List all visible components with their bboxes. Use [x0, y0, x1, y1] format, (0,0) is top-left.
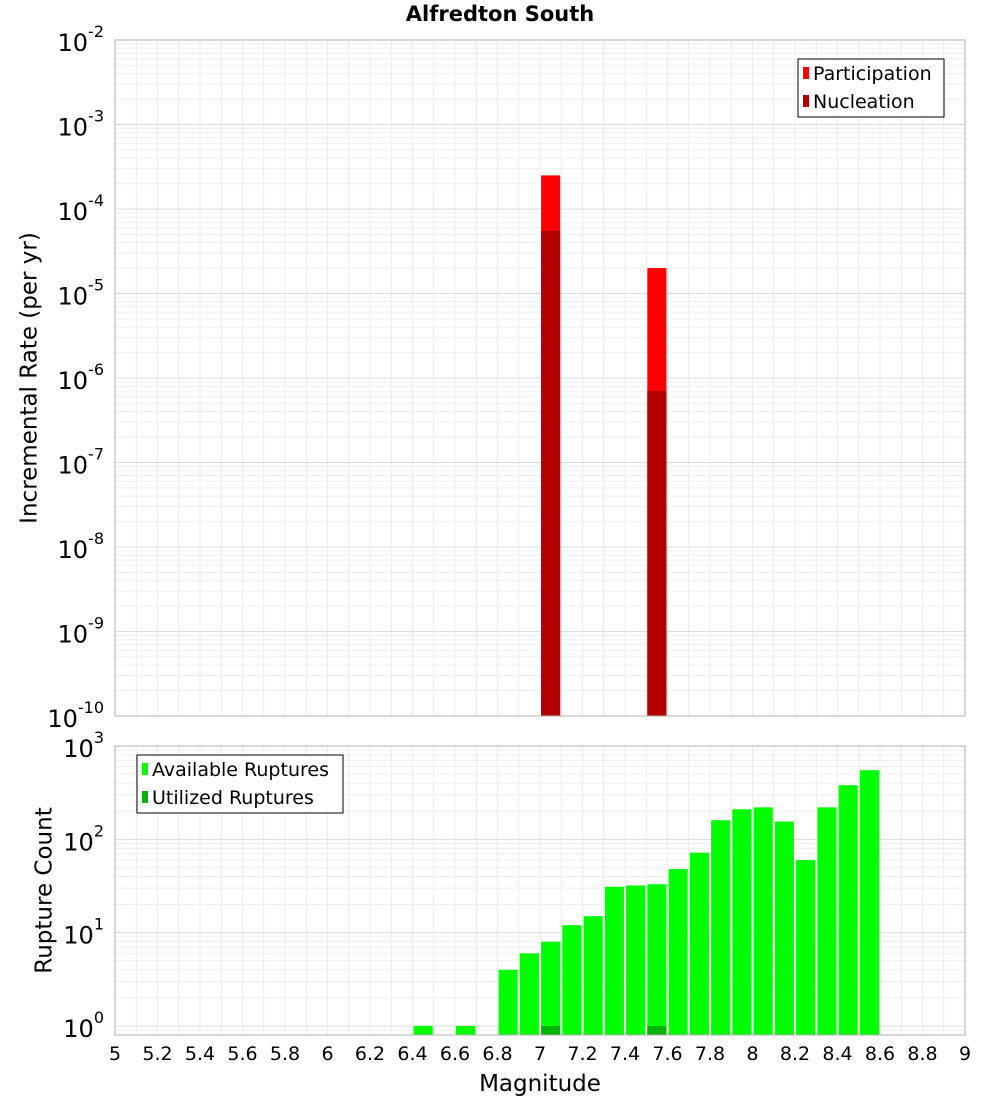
legend-swatch — [803, 95, 809, 107]
x-tick-label: 8 — [746, 1043, 758, 1065]
bar — [541, 941, 561, 1035]
bar — [498, 969, 518, 1035]
y-tick-exponent: -3 — [88, 107, 104, 126]
x-tick-label: 5 — [109, 1043, 121, 1065]
y-axis-label: Incremental Rate (per yr) — [17, 232, 43, 524]
bar — [859, 770, 879, 1035]
x-tick-label: 5.8 — [270, 1043, 300, 1065]
bar — [562, 925, 582, 1035]
y-tick-exponent: -9 — [88, 614, 104, 633]
x-tick-label: 5.2 — [142, 1043, 172, 1065]
legend-label: Available Ruptures — [152, 759, 329, 781]
y-tick-exponent: 0 — [94, 1008, 104, 1027]
y-tick-label: 10-2 — [58, 22, 105, 57]
bar — [711, 820, 731, 1035]
x-tick-label: 9 — [959, 1043, 971, 1065]
y-tick-exponent: -4 — [88, 191, 104, 210]
bar — [753, 807, 773, 1035]
y-tick-label: 10-3 — [58, 107, 105, 142]
legend-label: Nucleation — [813, 91, 915, 113]
legend-swatch — [142, 791, 148, 803]
bar — [626, 885, 646, 1035]
x-tick-label: 7.6 — [652, 1043, 682, 1065]
y-tick-label: 103 — [63, 728, 104, 763]
y-tick-exponent: -6 — [88, 360, 104, 379]
y-tick-label: 102 — [63, 821, 104, 856]
x-tick-label: 8.8 — [907, 1043, 937, 1065]
y-tick-label: 10-7 — [58, 445, 105, 480]
bar — [413, 1025, 433, 1035]
bar — [647, 391, 667, 716]
y-tick-exponent: 2 — [94, 821, 104, 840]
bar — [541, 1025, 561, 1035]
x-tick-label: 5.6 — [227, 1043, 257, 1065]
x-tick-label: 8.2 — [780, 1043, 810, 1065]
legend-box — [797, 58, 945, 118]
y-tick-exponent: 3 — [94, 728, 104, 747]
legend-box — [136, 754, 344, 814]
bar — [732, 809, 752, 1035]
x-tick-label: 7 — [534, 1043, 546, 1065]
plot-frame — [114, 39, 966, 717]
x-tick-label: 6.4 — [397, 1043, 427, 1065]
bar — [604, 886, 624, 1035]
y-tick-label: 10-8 — [58, 529, 105, 564]
y-tick-exponent: -8 — [88, 529, 104, 548]
plot-frame — [114, 745, 966, 1036]
x-tick-label: 7.4 — [610, 1043, 640, 1065]
x-tick-label: 6 — [321, 1043, 333, 1065]
x-tick-label: 6.2 — [355, 1043, 385, 1065]
bar — [519, 953, 539, 1035]
x-tick-label: 7.8 — [695, 1043, 725, 1065]
chart-title: Alfredton South — [405, 2, 595, 26]
bar — [796, 860, 816, 1035]
y-tick-exponent: -10 — [78, 698, 104, 717]
y-tick-label: 10-9 — [58, 614, 105, 649]
x-tick-label: 6.6 — [440, 1043, 470, 1065]
y-tick-exponent: 1 — [94, 915, 104, 934]
y-tick-label: 101 — [63, 915, 104, 950]
legend-label: Participation — [813, 63, 932, 85]
y-tick-label: 100 — [63, 1008, 104, 1043]
y-tick-exponent: -5 — [88, 276, 104, 295]
legend-swatch — [803, 67, 809, 79]
x-tick-label: 8.6 — [865, 1043, 895, 1065]
bar — [774, 821, 794, 1035]
x-axis-label: Magnitude — [479, 1071, 601, 1097]
x-tick-label: 6.8 — [482, 1043, 512, 1065]
x-tick-label: 5.4 — [185, 1043, 215, 1065]
bar — [838, 785, 858, 1035]
bar — [647, 1025, 667, 1035]
legend-swatch — [142, 763, 148, 775]
y-tick-label: 10-6 — [58, 360, 105, 395]
x-tick-label: 7.2 — [567, 1043, 597, 1065]
bar — [817, 807, 837, 1035]
legend-label: Utilized Ruptures — [152, 787, 314, 809]
x-tick-label: 8.4 — [822, 1043, 852, 1065]
bar — [689, 852, 709, 1035]
y-axis-label: Rupture Count — [32, 807, 58, 973]
bar — [541, 230, 561, 717]
bar — [583, 916, 603, 1035]
bar — [647, 884, 667, 1035]
bar — [456, 1025, 476, 1035]
y-tick-exponent: -2 — [88, 22, 104, 41]
panel-1: 10-1010-910-810-710-610-510-410-310-2Inc… — [17, 22, 966, 733]
bar — [668, 869, 688, 1035]
y-tick-label: 10-4 — [58, 191, 105, 226]
y-tick-label: 10-5 — [58, 276, 105, 311]
y-tick-exponent: -7 — [88, 445, 104, 464]
